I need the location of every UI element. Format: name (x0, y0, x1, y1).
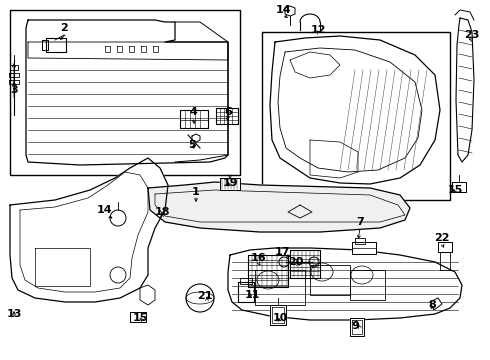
Text: 12: 12 (310, 25, 326, 35)
Text: 13: 13 (6, 309, 22, 319)
Polygon shape (148, 182, 410, 232)
Polygon shape (290, 250, 320, 278)
Text: 15: 15 (447, 185, 463, 195)
Polygon shape (220, 178, 240, 190)
Polygon shape (270, 305, 286, 325)
Text: 9: 9 (351, 321, 359, 331)
Circle shape (186, 284, 214, 312)
Polygon shape (270, 36, 440, 184)
Polygon shape (26, 20, 228, 165)
Text: 15: 15 (132, 313, 147, 323)
Text: 14: 14 (275, 5, 291, 15)
Text: 10: 10 (272, 313, 288, 323)
Polygon shape (10, 158, 168, 302)
Polygon shape (228, 248, 462, 320)
Text: 18: 18 (154, 207, 170, 217)
Polygon shape (350, 318, 364, 336)
Polygon shape (430, 298, 442, 310)
Text: 23: 23 (465, 30, 480, 40)
Text: 4: 4 (189, 107, 197, 117)
Text: 21: 21 (197, 291, 213, 301)
Text: 14: 14 (96, 205, 112, 215)
Polygon shape (10, 10, 240, 175)
Text: 1: 1 (192, 187, 200, 197)
Polygon shape (352, 242, 376, 254)
Text: 16: 16 (250, 253, 266, 263)
Polygon shape (262, 32, 450, 200)
Text: 22: 22 (434, 233, 450, 243)
Text: 5: 5 (188, 140, 196, 150)
Text: 17: 17 (274, 247, 290, 257)
Text: 2: 2 (60, 23, 68, 33)
Text: 6: 6 (224, 107, 232, 117)
Text: 8: 8 (428, 300, 436, 310)
Text: 7: 7 (356, 217, 364, 227)
Text: 3: 3 (10, 85, 18, 95)
Text: 19: 19 (222, 178, 238, 188)
Polygon shape (456, 18, 474, 162)
Text: 11: 11 (244, 290, 260, 300)
Text: 20: 20 (288, 257, 304, 267)
Polygon shape (248, 255, 288, 287)
